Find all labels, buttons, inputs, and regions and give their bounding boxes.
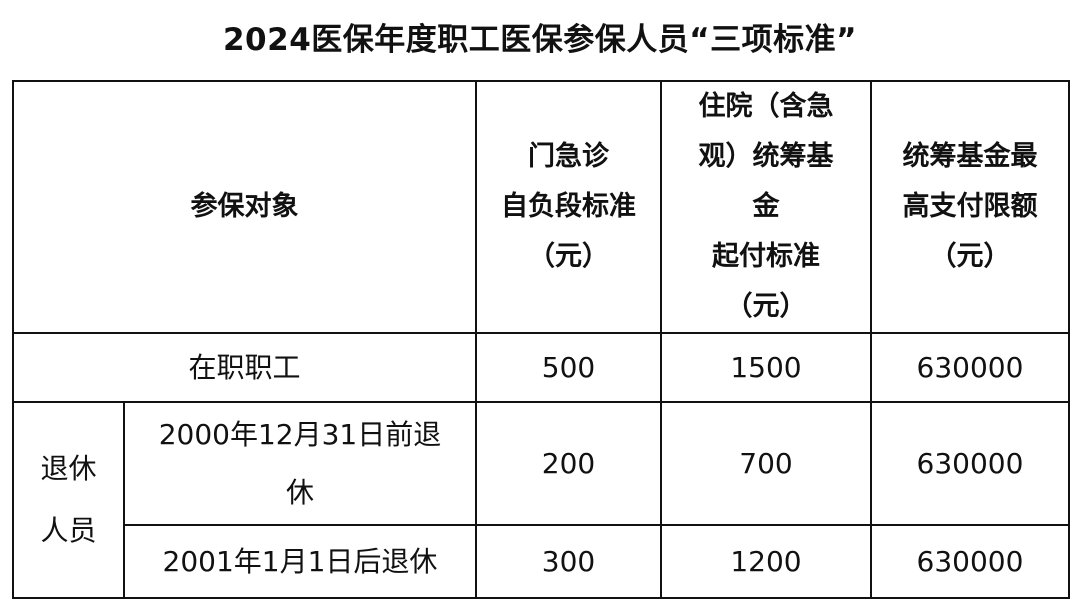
table-header-row: 参保对象 门急诊 自负段标准 （元） 住院（含急 观）统筹基 金 起付标准 （元… xyxy=(12,80,1070,334)
header-max-limit: 统筹基金最 高支付限额 （元） xyxy=(870,80,1070,334)
table-row: 退休 人员 2000年12月31日前退 休 200 700 630000 xyxy=(12,401,1070,599)
header-inpatient: 住院（含急 观）统筹基 金 起付标准 （元） xyxy=(660,80,872,334)
cell-value: 630000 xyxy=(870,332,1070,403)
cell-value: 1200 xyxy=(660,524,872,599)
header-insured: 参保对象 xyxy=(12,80,477,334)
page-title: 2024医保年度职工医保参保人员“三项标准” xyxy=(222,22,858,58)
cell-value: 1500 xyxy=(660,332,872,403)
header-outpatient: 门急诊 自负段标准 （元） xyxy=(475,80,662,334)
cell-value: 630000 xyxy=(870,401,1070,526)
cell-value: 630000 xyxy=(870,524,1070,599)
table-row: 2001年1月1日后退休 300 1200 630000 xyxy=(13,524,1070,599)
standards-table: 参保对象 门急诊 自负段标准 （元） 住院（含急 观）统筹基 金 起付标准 （元… xyxy=(12,80,1070,599)
row-label: 在职职工 xyxy=(12,332,477,403)
row-label: 2000年12月31日前退 休 xyxy=(123,401,477,526)
row-label: 2001年1月1日后退休 xyxy=(123,524,477,599)
cell-value: 700 xyxy=(660,401,872,526)
group-label-retired: 退休 人员 xyxy=(12,401,125,599)
cell-value: 500 xyxy=(475,332,662,403)
cell-value: 300 xyxy=(475,524,662,599)
cell-value: 200 xyxy=(475,401,662,526)
table-row: 在职职工 500 1500 630000 xyxy=(12,332,1070,403)
